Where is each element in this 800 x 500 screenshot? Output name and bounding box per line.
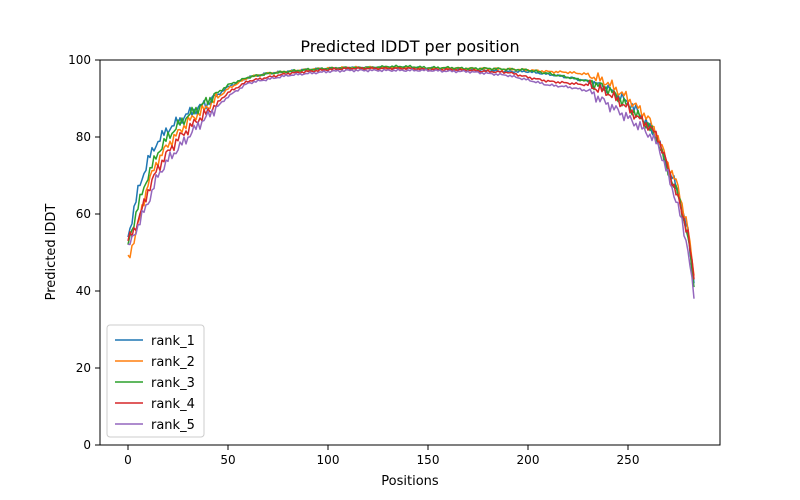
legend-box [106,324,205,438]
series-line-rank-5 [127,68,695,299]
x-tick-label: 250 [617,453,640,467]
y-tick-label: 60 [76,207,91,221]
legend-label: rank_2 [151,355,195,370]
y-tick-label: 100 [68,53,91,67]
legend-label: rank_3 [151,376,195,391]
y-axis: 0 20 40 60 80 100 [68,53,100,452]
series-line-rank-4 [127,66,695,280]
x-axis: 0 50 100 150 200 250 [124,445,639,467]
y-axis-title: Predicted lDDT [44,204,59,301]
x-tick-label: 150 [417,453,440,467]
legend: rank_1 rank_2 rank_3 rank_4 rank_5 [106,324,205,438]
legend-label: rank_4 [151,397,195,412]
x-tick-label: 100 [317,453,340,467]
legend-label: rank_5 [151,418,195,433]
chart-title: Predicted lDDT per position [300,37,519,56]
x-tick-label: 200 [517,453,540,467]
y-tick-label: 80 [76,130,91,144]
y-tick-label: 20 [76,361,91,375]
plot-area-frame [99,59,721,446]
x-tick-label: 50 [220,453,235,467]
series-line-rank-3 [127,64,695,288]
plot-lines [127,64,695,299]
legend-label: rank_1 [151,334,195,349]
y-tick-label: 40 [76,284,91,298]
x-tick-label: 0 [124,453,132,467]
y-tick-label: 0 [83,438,91,452]
x-axis-title: Positions [381,474,439,489]
